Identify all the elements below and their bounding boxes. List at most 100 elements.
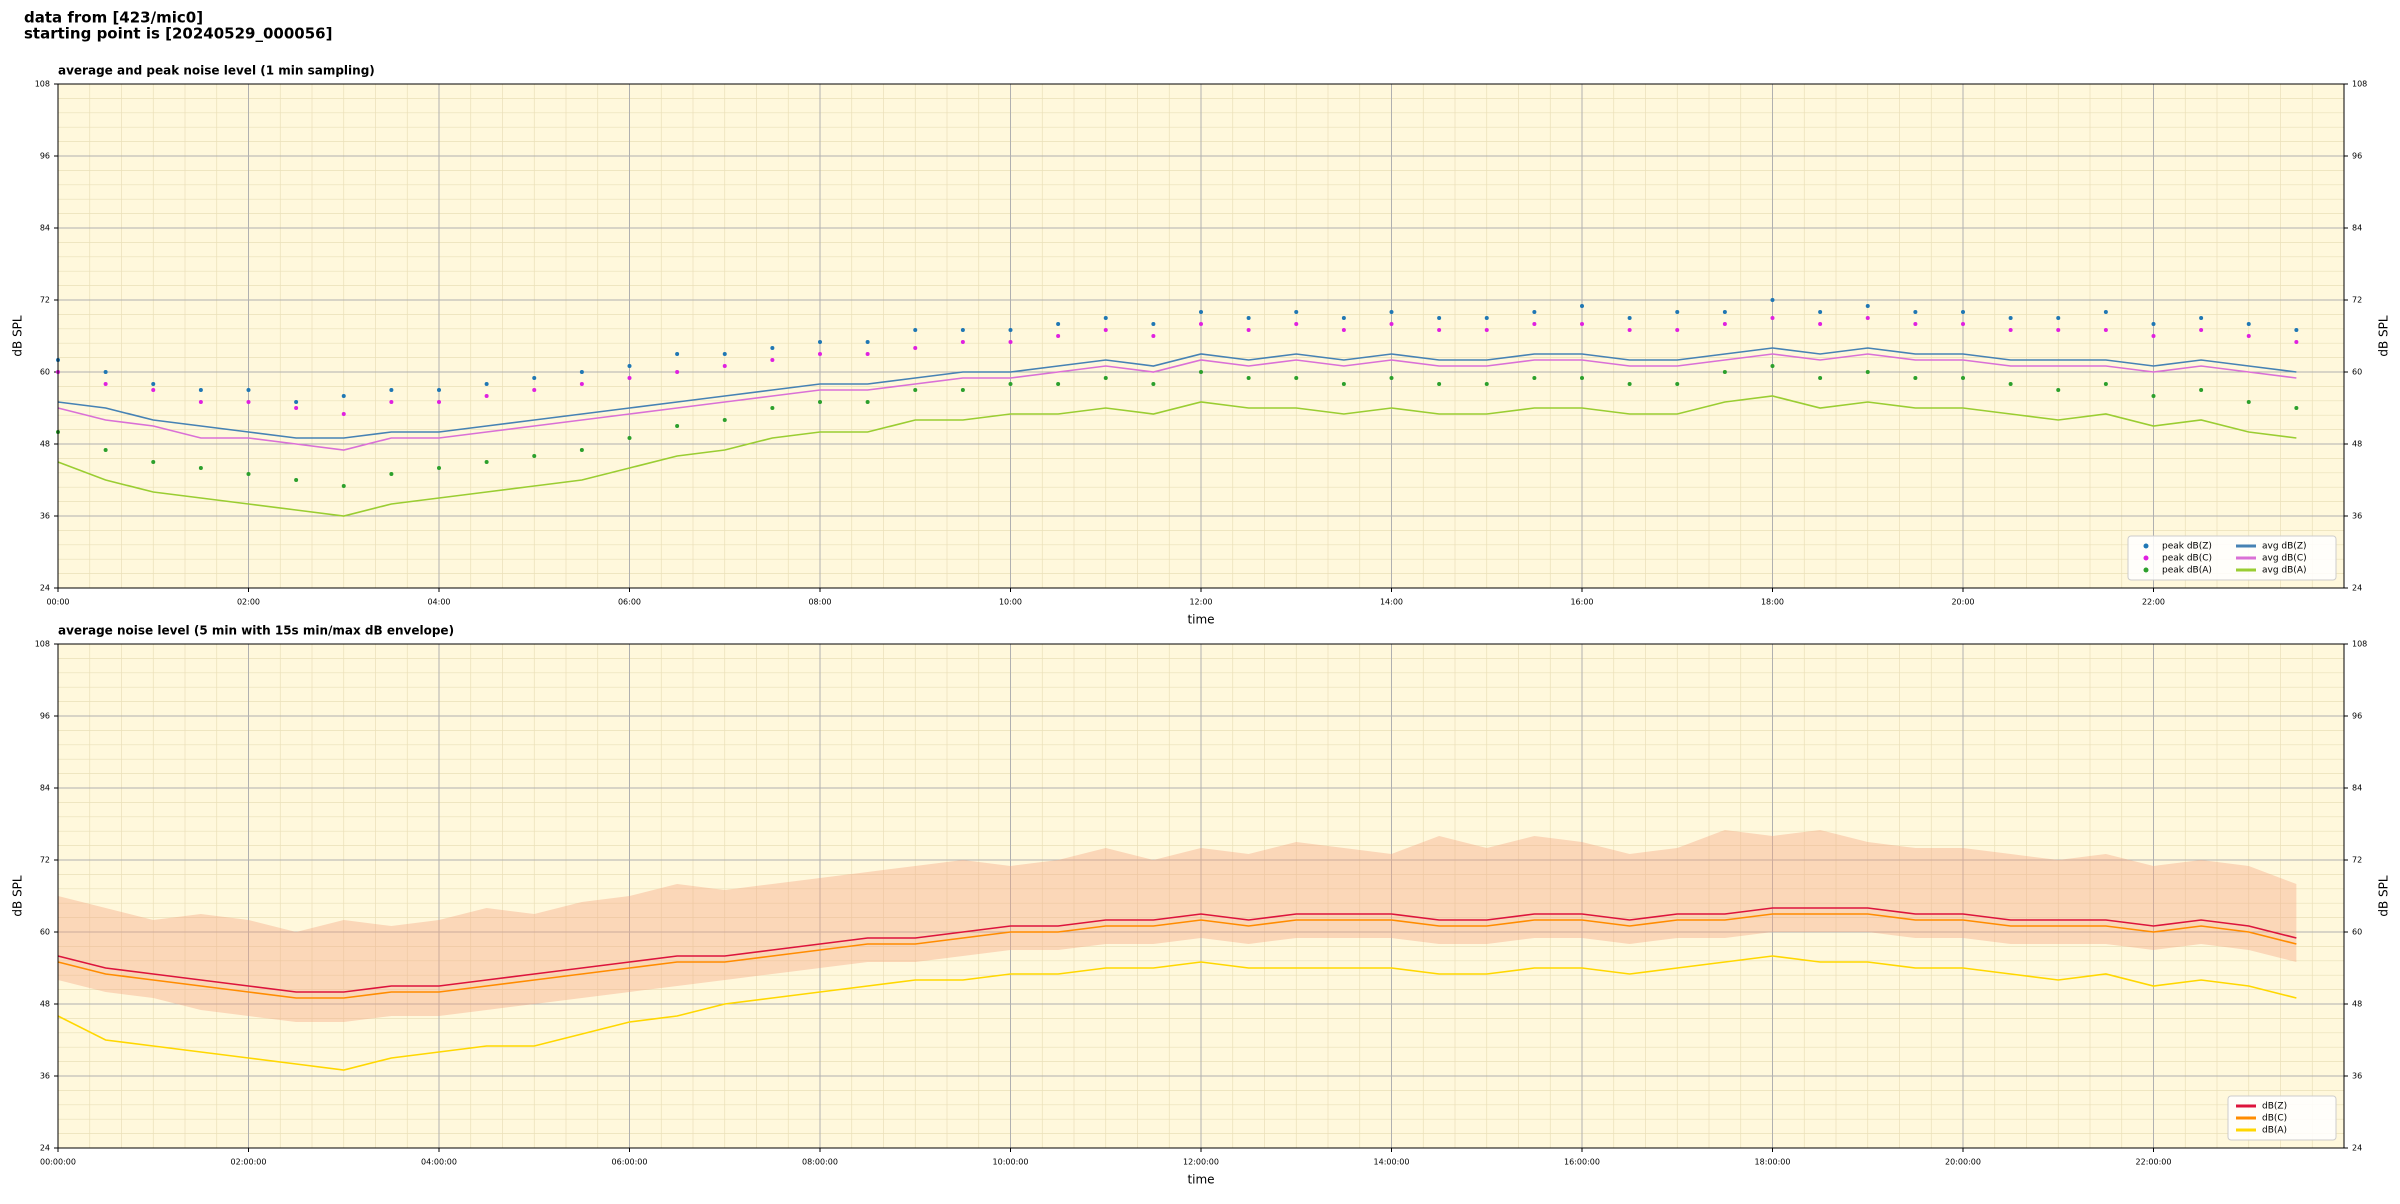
peak-point (1008, 382, 1013, 386)
y-tick-label: 36 (2352, 1072, 2362, 1081)
peak-point (770, 346, 775, 350)
peak-point (2246, 322, 2251, 326)
peak-point (1675, 382, 1680, 386)
peak-point (294, 478, 299, 482)
peak-point (103, 448, 108, 452)
peak-point (1056, 334, 1061, 338)
peak-point (1532, 310, 1537, 314)
peak-point (1389, 310, 1394, 314)
peak-point (1008, 340, 1013, 344)
peak-point (579, 448, 584, 452)
x-tick-label: 16:00:00 (1564, 1158, 1600, 1167)
x-tick-label: 00:00 (46, 598, 69, 607)
peak-point (770, 358, 775, 362)
peak-point (437, 388, 441, 392)
chart-title: average and peak noise level (1 min samp… (58, 64, 375, 78)
y-tick-label: 60 (2352, 928, 2362, 937)
chart-title: average noise level (5 min with 15s min/… (58, 624, 454, 638)
peak-point (2199, 328, 2204, 332)
y-tick-label: 36 (2352, 512, 2362, 521)
peak-point (1103, 316, 1108, 320)
peak-point (865, 352, 870, 356)
peak-point (1151, 334, 1156, 338)
peak-point (1103, 376, 1108, 380)
peak-point (1056, 322, 1061, 326)
peak-point (1389, 322, 1394, 326)
peak-point (818, 340, 822, 344)
peak-point (2294, 406, 2299, 410)
peak-point (1818, 322, 1823, 326)
peak-point (865, 340, 870, 344)
peak-point (627, 364, 632, 368)
peak-point (1484, 382, 1489, 386)
peak-point (1199, 310, 1203, 314)
peak-point (2151, 322, 2156, 326)
peak-point (1437, 328, 1442, 332)
x-tick-label: 10:00 (999, 598, 1022, 607)
x-tick-label: 22:00:00 (2136, 1158, 2172, 1167)
series-line (57, 395, 2297, 517)
x-tick-label: 02:00 (237, 598, 260, 607)
envelope-area (58, 830, 2297, 1022)
peak-point (2056, 328, 2061, 332)
plot-frame (57, 643, 2345, 1149)
y-tick-label: 36 (40, 512, 50, 521)
peak-point (151, 382, 156, 386)
plot-frame (57, 83, 2345, 589)
peak-point (1865, 304, 1870, 308)
peak-point (151, 388, 156, 392)
y-tick-label: 108 (35, 80, 50, 89)
peak-point (1103, 328, 1108, 332)
peak-point (579, 382, 584, 386)
peak-point (246, 400, 251, 404)
peak-point (1532, 322, 1537, 326)
y-tick-label: 108 (2352, 640, 2367, 649)
y-axis-label: dB SPL (11, 875, 25, 917)
peak-point (2056, 388, 2061, 392)
peak-point (2246, 400, 2251, 404)
peak-point (1722, 370, 1727, 374)
peak-point (2294, 340, 2299, 344)
peak-point (2008, 328, 2013, 332)
peak-point (246, 472, 251, 476)
series-line (57, 913, 2297, 999)
y-tick-label: 108 (2352, 80, 2367, 89)
peak-point (1341, 316, 1346, 320)
peak-point (1151, 322, 1156, 326)
peak-point (246, 388, 251, 392)
x-tick-label: 20:00:00 (1945, 1158, 1981, 1167)
peak-point (2103, 382, 2108, 386)
peak-point (1961, 376, 1965, 380)
peak-point (532, 388, 537, 392)
legend-marker (2143, 555, 2149, 561)
y-axis-label: dB SPL (2377, 875, 2391, 917)
peak-point (1389, 376, 1394, 380)
legend-label: avg dB(Z) (2262, 542, 2307, 552)
legend-label: avg dB(A) (2262, 566, 2306, 576)
x-tick-label: 18:00 (1761, 598, 1784, 607)
x-tick-label: 16:00 (1570, 598, 1593, 607)
legend-label: dB(C) (2262, 1114, 2287, 1124)
peak-point (675, 424, 680, 428)
x-tick-label: 04:00 (427, 598, 450, 607)
peak-point (437, 466, 441, 470)
x-tick-label: 14:00 (1380, 598, 1403, 607)
peak-point (1341, 382, 1346, 386)
peak-point (1770, 316, 1775, 320)
y-tick-label: 96 (40, 712, 50, 721)
y-tick-label: 72 (40, 296, 50, 305)
peak-point (1294, 376, 1299, 380)
peak-point (722, 364, 727, 368)
x-tick-label: 12:00 (1189, 598, 1212, 607)
peak-point (1627, 328, 1632, 332)
x-tick-label: 18:00:00 (1755, 1158, 1791, 1167)
x-tick-label: 20:00 (1951, 598, 1974, 607)
peak-point (389, 388, 394, 392)
peak-point (341, 484, 346, 488)
x-tick-label: 14:00:00 (1374, 1158, 1410, 1167)
peak-point (2103, 328, 2108, 332)
peak-point (1913, 322, 1918, 326)
legend-label: peak dB(A) (2162, 566, 2212, 576)
peak-point (1865, 370, 1870, 374)
y-tick-label: 108 (35, 640, 50, 649)
